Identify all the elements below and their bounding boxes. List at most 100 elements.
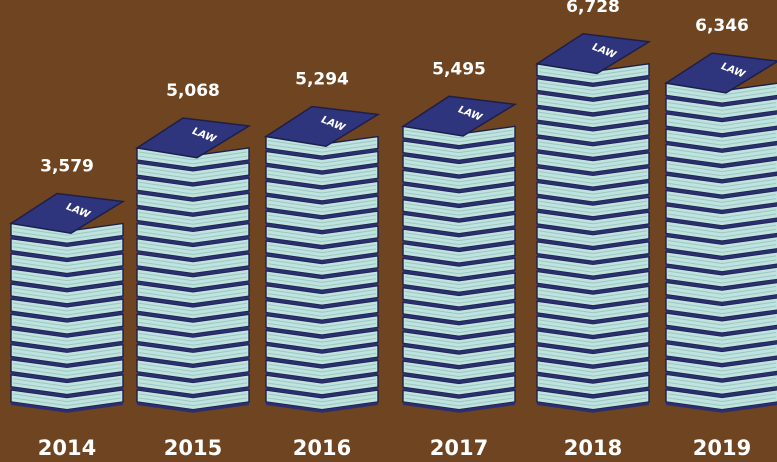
book-cover-edge bbox=[537, 149, 649, 161]
page-line bbox=[538, 126, 648, 136]
book-cover-edge bbox=[137, 235, 249, 247]
page-line bbox=[538, 204, 648, 214]
page-line bbox=[667, 377, 777, 387]
page-line bbox=[404, 206, 514, 216]
page-line bbox=[667, 393, 777, 402]
page-line bbox=[404, 397, 514, 407]
book-cover-edge bbox=[666, 340, 777, 352]
page-line bbox=[267, 378, 377, 388]
book-cover-edge bbox=[266, 267, 378, 279]
page-line bbox=[12, 393, 122, 403]
page-line bbox=[667, 152, 777, 161]
page-line bbox=[138, 393, 248, 403]
book-stack-2017: LAW bbox=[400, 95, 518, 413]
page-line bbox=[12, 246, 122, 255]
page-line bbox=[138, 378, 248, 388]
page-line bbox=[12, 317, 122, 327]
book-cover-edge bbox=[537, 387, 649, 398]
book-cover-edge bbox=[537, 402, 649, 413]
page-line bbox=[404, 232, 514, 242]
page-line bbox=[404, 144, 514, 154]
page-line bbox=[138, 367, 248, 376]
book-pages bbox=[265, 374, 379, 396]
book-cover-edge bbox=[666, 141, 777, 153]
page-line bbox=[138, 196, 248, 206]
book-cover-edge bbox=[666, 371, 777, 383]
page-line bbox=[138, 287, 248, 297]
book-top-cover bbox=[263, 105, 381, 148]
book-cover-edge bbox=[403, 402, 515, 413]
page-line bbox=[404, 221, 514, 231]
page-line bbox=[538, 349, 648, 358]
book-cover-edge bbox=[266, 387, 378, 398]
page-line bbox=[12, 352, 122, 361]
page-line bbox=[267, 218, 377, 228]
book-cover-edge bbox=[11, 265, 123, 277]
page-line bbox=[138, 242, 248, 251]
page-line bbox=[538, 249, 648, 258]
book-cover-edge bbox=[403, 240, 515, 252]
book-cover-edge bbox=[403, 284, 515, 296]
page-line bbox=[138, 231, 248, 240]
year-label-2014: 2014 bbox=[38, 436, 96, 460]
book-cover-edge bbox=[403, 152, 515, 164]
book-cover-edge bbox=[403, 357, 515, 369]
page-line bbox=[667, 106, 777, 115]
book-cover-edge bbox=[137, 341, 249, 353]
page-line bbox=[138, 382, 248, 392]
page-line bbox=[138, 212, 248, 221]
book-cover-edge bbox=[11, 326, 123, 338]
page-line bbox=[404, 294, 514, 304]
page-line bbox=[404, 305, 514, 315]
book-cover-edge bbox=[137, 160, 249, 171]
page-line bbox=[138, 302, 248, 312]
book-pages bbox=[265, 299, 379, 321]
page-line bbox=[538, 260, 648, 269]
page-line bbox=[538, 304, 648, 314]
book-cover-edge bbox=[403, 269, 515, 281]
book-cover-edge bbox=[537, 134, 649, 146]
page-line bbox=[267, 173, 377, 183]
page-line bbox=[404, 250, 514, 260]
book-cover-edge bbox=[403, 211, 515, 223]
page-line bbox=[12, 332, 122, 342]
book-cover-edge bbox=[403, 387, 515, 399]
book-stack-2018: LAW bbox=[534, 33, 652, 413]
page-line bbox=[138, 257, 248, 267]
book-cover-edge bbox=[403, 299, 515, 311]
page-line bbox=[12, 272, 122, 282]
book-cover-edge bbox=[537, 194, 649, 206]
page-line bbox=[404, 247, 514, 256]
book-cover-edge bbox=[137, 175, 249, 186]
book-cover-edge bbox=[666, 202, 777, 214]
page-line bbox=[667, 228, 777, 238]
book-cover-edge bbox=[666, 386, 777, 398]
page-line bbox=[267, 233, 377, 243]
book-cover-edge bbox=[666, 172, 777, 183]
page-line bbox=[267, 293, 377, 302]
book-cover-edge bbox=[537, 75, 649, 87]
page-line bbox=[404, 382, 514, 392]
page-line bbox=[267, 188, 377, 198]
page-line bbox=[404, 173, 514, 183]
book-cover-edge bbox=[666, 233, 777, 245]
book-cover-edge bbox=[666, 402, 777, 413]
page-line bbox=[538, 219, 648, 229]
page-line bbox=[404, 338, 514, 348]
book-cover-edge bbox=[137, 371, 249, 383]
book-stack-2014: LAW bbox=[8, 192, 126, 413]
page-line bbox=[12, 242, 122, 251]
page-line bbox=[538, 334, 648, 343]
page-line bbox=[538, 86, 648, 95]
page-line bbox=[538, 175, 648, 184]
page-line bbox=[538, 308, 648, 318]
page-line bbox=[404, 393, 514, 403]
page-line bbox=[138, 216, 248, 225]
page-line bbox=[138, 227, 248, 236]
page-line bbox=[538, 145, 648, 155]
page-line bbox=[138, 336, 248, 346]
page-line bbox=[667, 102, 777, 111]
page-line bbox=[404, 265, 514, 275]
book-cover-edge bbox=[11, 341, 123, 353]
